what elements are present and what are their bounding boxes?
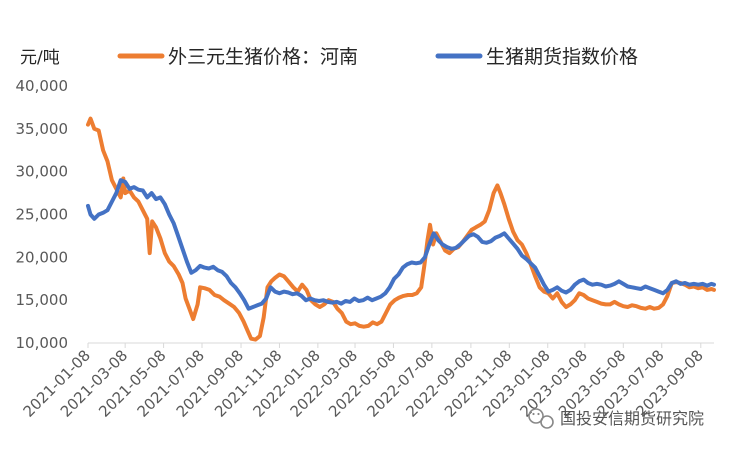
y-tick-label: 10,000 <box>16 334 69 352</box>
legend-item-henan: 外三元生猪价格：河南 <box>117 46 358 68</box>
watermark: 国投安信期货研究院 <box>528 408 704 429</box>
wechat-icon <box>528 408 554 429</box>
series-line-henan-price <box>86 116 716 342</box>
y-tick-label: 20,000 <box>16 248 69 266</box>
legend-label-futures-index: 生猪期货指数价格 <box>486 46 638 68</box>
y-axis-unit-label: 元/吨 <box>20 48 60 68</box>
legend: 外三元生猪价格：河南 生猪期货指数价格 <box>117 46 638 68</box>
y-tick-label: 15,000 <box>16 291 69 309</box>
y-axis-tick-labels: 10,000 15,000 20,000 25,000 30,000 35,000 40,0… <box>16 77 69 352</box>
legend-item-futures-index: 生猪期货指数价格 <box>435 46 638 68</box>
y-tick-label: 35,000 <box>16 120 69 138</box>
series-lines <box>86 116 716 342</box>
watermark-text: 国投安信期货研究院 <box>560 409 704 428</box>
y-tick-label: 40,000 <box>16 77 69 95</box>
y-tick-label: 25,000 <box>16 206 69 224</box>
series-line-futures-index <box>86 178 716 311</box>
legend-label-henan: 外三元生猪价格：河南 <box>168 46 358 68</box>
y-tick-label: 30,000 <box>16 163 69 181</box>
x-axis-tick-marks <box>87 343 702 348</box>
